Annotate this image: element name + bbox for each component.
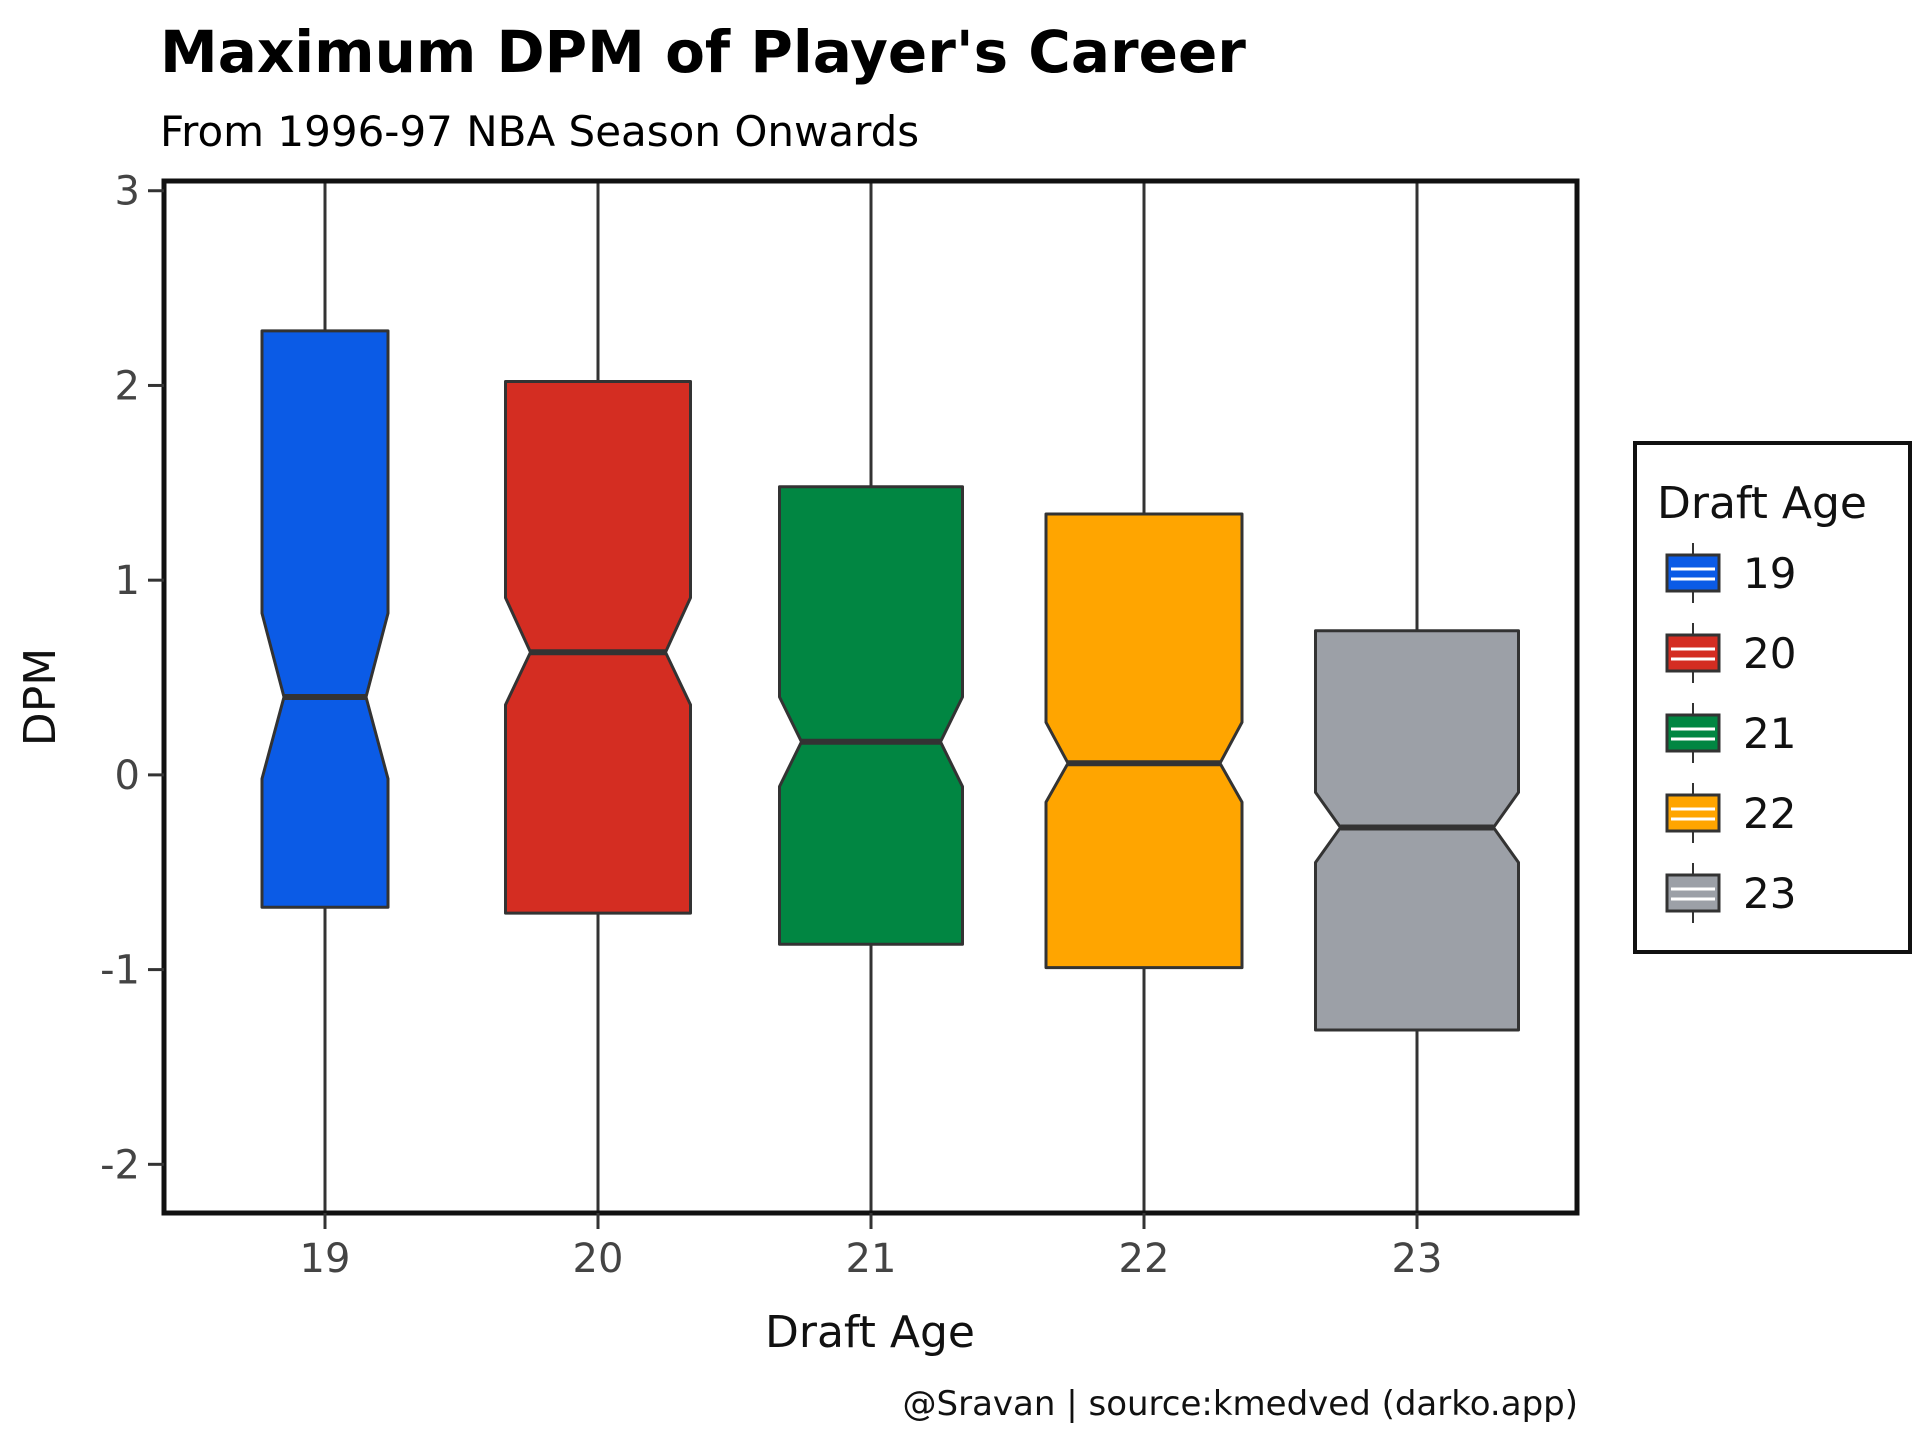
x-tick-label: 22: [1119, 1236, 1170, 1282]
chart-title: Maximum DPM of Player's Career: [160, 18, 1246, 86]
box-20: [504, 181, 692, 1213]
box-22: [1044, 181, 1244, 1213]
box-19: [260, 181, 390, 1213]
y-tick-label: -1: [100, 948, 140, 994]
x-tick-label: 21: [846, 1236, 897, 1282]
legend-frame: [1633, 441, 1912, 954]
box-body-20: [504, 380, 692, 915]
y-axis-label: DPM: [15, 648, 66, 746]
box-body-19: [260, 329, 390, 909]
legend-item-21: 21: [1665, 703, 1796, 763]
legend-item-19: 19: [1665, 543, 1796, 603]
x-tick-label: 23: [1392, 1236, 1443, 1282]
box-body-21: [778, 485, 964, 946]
y-tick-label: 0: [115, 753, 140, 799]
plot-area: [260, 181, 1520, 1213]
box-body-22: [1044, 512, 1244, 970]
box-21: [778, 181, 964, 1213]
y-tick-label: 1: [115, 558, 140, 604]
legend-swatch: [1665, 633, 1721, 673]
y-axis: 3 2 1 0 -1 -2: [100, 169, 164, 1188]
y-tick-label: 2: [115, 363, 140, 409]
chart-caption: @Sravan | source:kmedved (darko.app): [903, 1384, 1578, 1424]
y-tick-label: -2: [100, 1142, 140, 1188]
box-23: [1314, 181, 1520, 1213]
legend-item-20: 20: [1665, 623, 1796, 683]
chart-subtitle: From 1996-97 NBA Season Onwards: [160, 107, 919, 156]
legend-item-22: 22: [1665, 783, 1796, 843]
legend-swatch: [1665, 553, 1721, 593]
x-axis: 19 20 21 22 23: [300, 1213, 1443, 1282]
x-tick-label: 19: [300, 1236, 351, 1282]
legend-label-21: 21: [1743, 709, 1796, 758]
legend-swatch: [1665, 873, 1721, 913]
legend: Draft Age 19 20 21 22 23: [1633, 441, 1912, 954]
x-tick-label: 20: [573, 1236, 624, 1282]
legend-swatch: [1665, 713, 1721, 753]
legend-label-19: 19: [1743, 549, 1796, 598]
legend-label-23: 23: [1743, 869, 1796, 918]
legend-label-20: 20: [1743, 629, 1796, 678]
x-axis-label: Draft Age: [765, 1307, 975, 1358]
legend-title: Draft Age: [1657, 478, 1867, 529]
legend-label-22: 22: [1743, 789, 1796, 838]
legend-swatch: [1665, 793, 1721, 833]
legend-item-23: 23: [1665, 863, 1796, 923]
y-tick-label: 3: [115, 169, 140, 215]
legend-items: 19 20 21 22 23: [1665, 543, 1796, 923]
